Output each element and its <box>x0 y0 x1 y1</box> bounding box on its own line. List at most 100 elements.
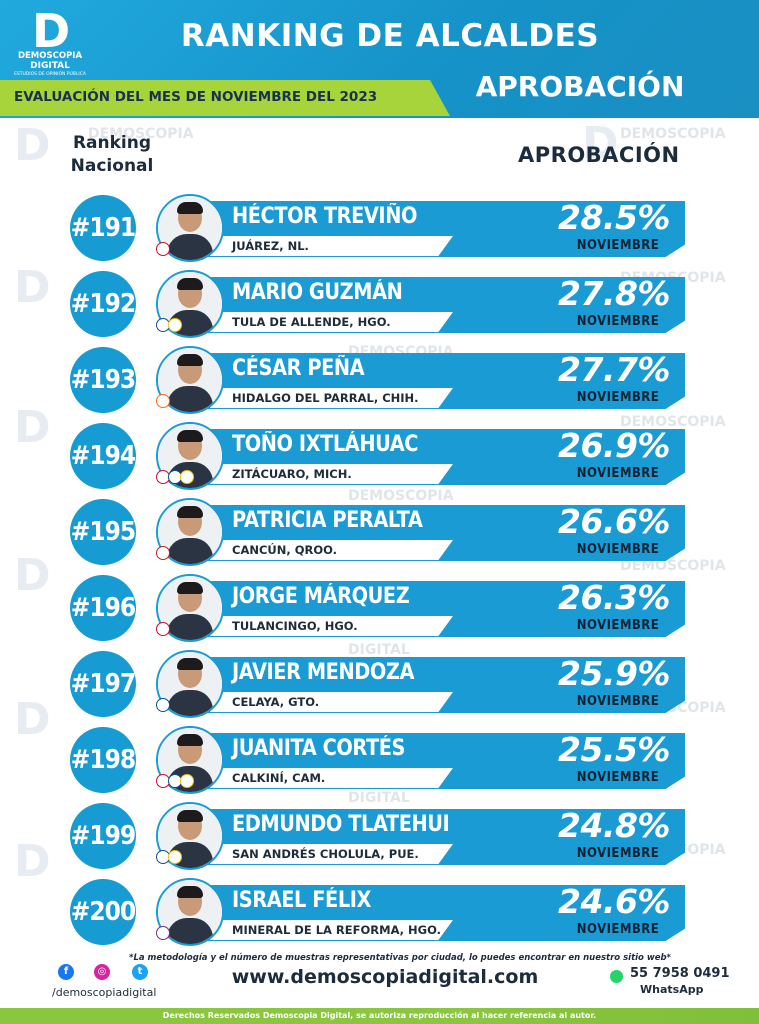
ranking-row: #195 PATRICIA PERALTA CANCÚN, QROO. 26.6% NO… <box>0 496 759 566</box>
rank-badge: #198 <box>70 727 136 793</box>
photo-hair <box>177 810 203 822</box>
ranking-row: #197 JAVIER MENDOZA CELAYA, GTO. 25.9% NOVIE… <box>0 648 759 718</box>
city-box <box>210 464 453 484</box>
party-logo-icon <box>180 470 194 484</box>
watermark-d: D <box>14 550 51 601</box>
ranking-row: #200 ISRAEL FÉLIX MINERAL DE LA REFORMA, H… <box>0 876 759 946</box>
ranking-row: #191 HÉCTOR TREVIÑO JUÁREZ, NL. 28.5% NOVIEM… <box>0 192 759 262</box>
city-box <box>210 236 453 256</box>
photo-body <box>167 690 213 716</box>
evaluation-band <box>0 80 450 116</box>
website-link[interactable]: www.demoscopiadigital.com <box>231 966 539 988</box>
watermark-d: D <box>14 694 51 745</box>
photo-hair <box>177 278 203 290</box>
mayor-photo <box>156 650 224 718</box>
photo-body <box>167 614 213 640</box>
mayor-name: JORGE MÁRQUEZ <box>232 584 410 609</box>
mayor-photo <box>156 574 224 642</box>
approval-percent: 27.7% <box>558 350 671 389</box>
month-label: NOVIEMBRE <box>576 466 660 481</box>
photo-hair <box>177 886 203 898</box>
rank-badge: #193 <box>70 347 136 413</box>
rank-badge: #199 <box>70 803 136 869</box>
instagram-icon[interactable]: ◎ <box>94 964 110 980</box>
city-box <box>210 616 453 636</box>
evaluation-text: EVALUACIÓN DEL MES DE NOVIEMBRE DEL 2023 <box>14 89 378 105</box>
rank-badge: #196 <box>70 575 136 641</box>
mayor-name: JAVIER MENDOZA <box>232 660 415 685</box>
watermark-d: D <box>14 262 51 313</box>
approval-percent: 26.3% <box>558 578 671 617</box>
city-box <box>210 388 453 408</box>
party-logo-icon <box>180 774 194 788</box>
photo-hair <box>177 658 203 670</box>
twitter-icon[interactable]: t <box>132 964 148 980</box>
city-name: SAN ANDRÉS CHOLULA, PUE. <box>232 847 419 861</box>
photo-hair <box>177 506 203 518</box>
party-logo-icon <box>156 242 170 256</box>
ranking-row: #199 EDMUNDO TLATEHUI SAN ANDRÉS CHOLULA, … <box>0 800 759 870</box>
logo-word-digital: DIGITAL <box>30 61 70 71</box>
logo-subtitle: ESTUDIOS DE OPINIÓN PÚBLICA <box>14 72 86 77</box>
approval-percent: 26.6% <box>558 502 671 541</box>
mayor-name: HÉCTOR TREVIÑO <box>232 204 417 229</box>
approval-percent: 26.9% <box>558 426 671 465</box>
ranking-column-heading: Ranking Nacional <box>52 132 172 178</box>
rank-badge: #192 <box>70 271 136 337</box>
social-handle[interactable]: /demoscopiadigital <box>52 986 157 999</box>
rank-badge: #200 <box>70 879 136 945</box>
phone-number[interactable]: 55 7958 0491 <box>630 966 730 981</box>
watermark-text: DEMOSCOPIA <box>88 126 194 142</box>
month-label: NOVIEMBRE <box>576 618 660 633</box>
photo-hair <box>177 202 203 214</box>
copyright-text: Derechos Reservados Demoscopia Digital, … <box>162 1011 597 1020</box>
party-logo-icon <box>156 546 170 560</box>
party-logo-icon <box>156 698 170 712</box>
facebook-icon[interactable]: f <box>58 964 74 980</box>
month-label: NOVIEMBRE <box>576 922 660 937</box>
watermark-d: D <box>582 118 619 169</box>
mayor-name: TOÑO IXTLÁHUAC <box>232 432 419 457</box>
ranking-heading-line1: Ranking <box>72 133 152 153</box>
whatsapp-label: WhatsApp <box>640 983 704 996</box>
month-label: NOVIEMBRE <box>576 542 660 557</box>
mayor-name: CÉSAR PEÑA <box>232 356 365 381</box>
photo-hair <box>177 430 203 442</box>
city-name: JUÁREZ, NL. <box>232 239 309 253</box>
watermark-d: D <box>14 120 51 171</box>
ranking-row: #198 JUANITA CORTÉS CALKINÍ, CAM. 25.5% NOVI… <box>0 724 759 794</box>
approval-percent: 25.9% <box>558 654 671 693</box>
party-logo-icon <box>156 622 170 636</box>
social-icons: f ◎ t <box>50 964 170 984</box>
logo-word-demoscopia: DEMOSCOPIA <box>17 51 83 61</box>
watermark-text: DIGITAL <box>348 790 410 806</box>
watermark-d: D <box>14 836 51 887</box>
page-title: RANKING DE ALCALDES <box>180 18 600 54</box>
mayor-name: ISRAEL FÉLIX <box>232 888 371 913</box>
mayor-name: PATRICIA PERALTA <box>232 508 423 533</box>
watermark-text: DEMOSCOPIA <box>620 126 726 142</box>
rank-badge: #194 <box>70 423 136 489</box>
logo-mark: D <box>32 4 71 58</box>
whatsapp-icon[interactable] <box>610 970 623 983</box>
logo: D DEMOSCOPIA DIGITAL ESTUDIOS DE OPINIÓN… <box>10 4 90 77</box>
mayor-photo <box>156 498 224 566</box>
photo-body <box>167 386 213 412</box>
month-label: NOVIEMBRE <box>576 770 660 785</box>
city-name: HIDALGO DEL PARRAL, CHIH. <box>232 391 419 405</box>
mayor-name: EDMUNDO TLATEHUI <box>232 812 450 837</box>
month-label: NOVIEMBRE <box>576 390 660 405</box>
city-name: TULANCINGO, HGO. <box>232 619 358 633</box>
party-logo-icon <box>156 394 170 408</box>
ranking-row: #194 TOÑO IXTLÁHUAC ZITÁCUARO, MICH. 26.9% N… <box>0 420 759 490</box>
rank-badge: #197 <box>70 651 136 717</box>
watermark-text: DEMOSCOPIA <box>620 414 726 430</box>
mayor-photo <box>156 194 224 262</box>
approval-percent: 28.5% <box>558 198 671 237</box>
city-box <box>210 540 453 560</box>
watermark-d: D <box>14 402 51 453</box>
approval-column-heading: APROBACIÓN <box>518 143 680 167</box>
photo-hair <box>177 354 203 366</box>
approval-percent: 24.6% <box>558 882 671 921</box>
city-box <box>210 844 453 864</box>
